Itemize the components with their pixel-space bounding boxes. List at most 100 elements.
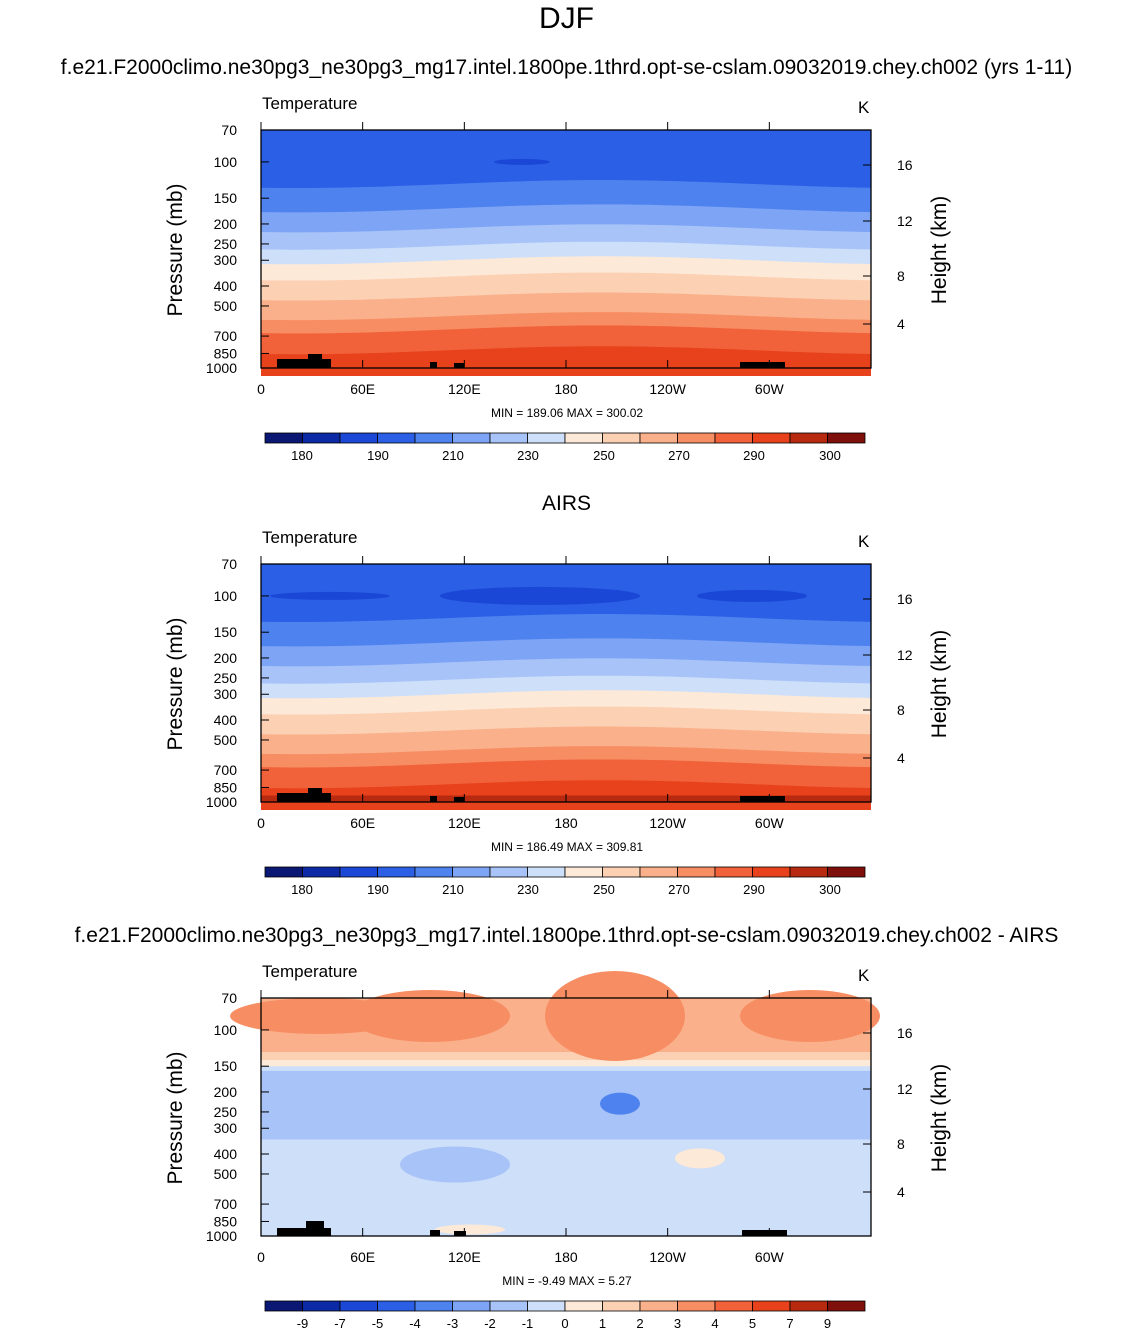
topography-mask bbox=[277, 788, 785, 802]
units-label: K bbox=[858, 98, 870, 117]
colorbar-swatch bbox=[414, 432, 453, 444]
land-block bbox=[430, 796, 437, 802]
pressure-tick-label: 700 bbox=[214, 1196, 238, 1212]
warm-anomaly-region bbox=[675, 1148, 725, 1169]
warm-anomaly-region bbox=[350, 1002, 460, 1030]
colorbar-swatch bbox=[264, 1300, 303, 1312]
pressure-tick-label: 300 bbox=[214, 252, 238, 268]
height-axis-title: Height (km) bbox=[928, 1063, 951, 1173]
difference-band bbox=[261, 1070, 871, 1140]
cold-core-region bbox=[697, 589, 807, 602]
height-tick-label: 16 bbox=[897, 591, 913, 607]
pressure-tick-label: 200 bbox=[214, 216, 238, 232]
lon-tick-label: 120W bbox=[649, 815, 686, 831]
airs-temperature-panel: 70 100 150 200 250 300 400 500 700 850 1000 16 12 8 4 0… bbox=[0, 524, 1133, 897]
topography-mask bbox=[277, 1221, 787, 1236]
lon-tick-label: 180 bbox=[554, 381, 578, 397]
colorbar-label: -9 bbox=[297, 1316, 309, 1331]
height-tick-label: 4 bbox=[897, 750, 905, 766]
pressure-tick-label: 400 bbox=[214, 1146, 238, 1162]
lon-tick-label: 60E bbox=[350, 381, 375, 397]
colorbar-swatch bbox=[339, 1300, 378, 1312]
cold-core-region bbox=[494, 158, 550, 165]
pressure-tick-label: 250 bbox=[214, 670, 238, 686]
land-block bbox=[430, 362, 437, 368]
colorbar-label: -3 bbox=[447, 1316, 459, 1331]
height-tick-label: 4 bbox=[897, 316, 905, 332]
lon-tick-label: 0 bbox=[257, 815, 265, 831]
contour-fill bbox=[261, 564, 871, 810]
height-tick-label: 12 bbox=[897, 213, 913, 229]
colorbar-swatch bbox=[414, 1300, 453, 1312]
colorbar-swatch bbox=[527, 432, 566, 444]
pressure-tick-label: 100 bbox=[214, 154, 238, 170]
lon-tick-label: 180 bbox=[554, 1249, 578, 1265]
difference-band bbox=[261, 1052, 871, 1061]
height-tick-label: 12 bbox=[897, 647, 913, 663]
contour-fill bbox=[230, 971, 880, 1236]
colorbar-swatch bbox=[414, 866, 453, 878]
pressure-tick-label: 100 bbox=[214, 588, 238, 604]
lon-tick-label: 120E bbox=[448, 381, 481, 397]
colorbar-swatch bbox=[527, 1300, 566, 1312]
pressure-tick-label: 70 bbox=[221, 990, 237, 1006]
warm-anomaly-region bbox=[740, 990, 880, 1042]
lon-tick-label: 60E bbox=[350, 1249, 375, 1265]
colorbar-swatch bbox=[677, 1300, 716, 1312]
colorbar-label: 7 bbox=[786, 1316, 793, 1331]
pressure-axis-title: Pressure (mb) bbox=[164, 617, 187, 751]
pressure-tick-label: 200 bbox=[214, 650, 238, 666]
colorbar-label: 180 bbox=[291, 882, 313, 897]
colorbar-label: 1 bbox=[599, 1316, 606, 1331]
colorbar-swatch bbox=[302, 866, 341, 878]
colorbar: 180 190 210 230 250 270 290 300 bbox=[264, 866, 866, 897]
pressure-tick-label: 850 bbox=[214, 779, 238, 795]
colorbar-swatch bbox=[752, 1300, 791, 1312]
lon-tick-label: 180 bbox=[554, 815, 578, 831]
pressure-tick-label: 250 bbox=[214, 236, 238, 252]
pressure-tick-label: 700 bbox=[214, 328, 238, 344]
pressure-tick-label: 500 bbox=[214, 732, 238, 748]
pressure-tick-label: 700 bbox=[214, 762, 238, 778]
warm-anomaly-region bbox=[435, 1224, 505, 1235]
land-block bbox=[454, 363, 464, 368]
colorbar-swatch bbox=[564, 432, 603, 444]
colorbar-swatch bbox=[639, 1300, 678, 1312]
colorbar-label: 3 bbox=[674, 1316, 681, 1331]
colorbar-label: 230 bbox=[517, 882, 539, 897]
pressure-tick-label: 1000 bbox=[206, 360, 237, 376]
height-tick-label: 16 bbox=[897, 157, 913, 173]
colorbar-swatch bbox=[489, 1300, 528, 1312]
colorbar-swatch bbox=[302, 1300, 341, 1312]
colorbar-swatch bbox=[339, 432, 378, 444]
colorbar-swatch bbox=[714, 432, 753, 444]
colorbar-swatch bbox=[677, 432, 716, 444]
colorbar-swatch bbox=[264, 432, 303, 444]
pressure-tick-label: 300 bbox=[214, 686, 238, 702]
lon-tick-label: 120W bbox=[649, 381, 686, 397]
pressure-tick-label: 100 bbox=[214, 1022, 238, 1038]
height-tick-label: 16 bbox=[897, 1025, 913, 1041]
colorbar-label: -1 bbox=[522, 1316, 534, 1331]
colorbar-swatch bbox=[827, 866, 866, 878]
land-block bbox=[308, 788, 322, 802]
variable-name: Temperature bbox=[262, 528, 358, 547]
colorbar-label: 290 bbox=[743, 882, 765, 897]
pressure-tick-label: 70 bbox=[221, 122, 237, 138]
units-label: K bbox=[858, 966, 870, 985]
colorbar-label: 250 bbox=[593, 448, 615, 463]
lon-tick-label: 60W bbox=[755, 1249, 785, 1265]
colorbar-swatch bbox=[752, 432, 791, 444]
colorbar-label: 2 bbox=[636, 1316, 643, 1331]
lon-tick-label: 0 bbox=[257, 1249, 265, 1265]
pressure-tick-label: 1000 bbox=[206, 1228, 237, 1244]
height-tick-label: 8 bbox=[897, 702, 905, 718]
colorbar-swatch bbox=[602, 1300, 641, 1312]
colorbar-label: 290 bbox=[743, 448, 765, 463]
colorbar-swatch bbox=[264, 866, 303, 878]
difference-temperature-panel: 70 100 150 200 250 300 400 500 700 850 1000 16 12 8 4 0… bbox=[0, 958, 1133, 1331]
pressure-tick-label: 150 bbox=[214, 190, 238, 206]
lon-tick-label: 120W bbox=[649, 1249, 686, 1265]
